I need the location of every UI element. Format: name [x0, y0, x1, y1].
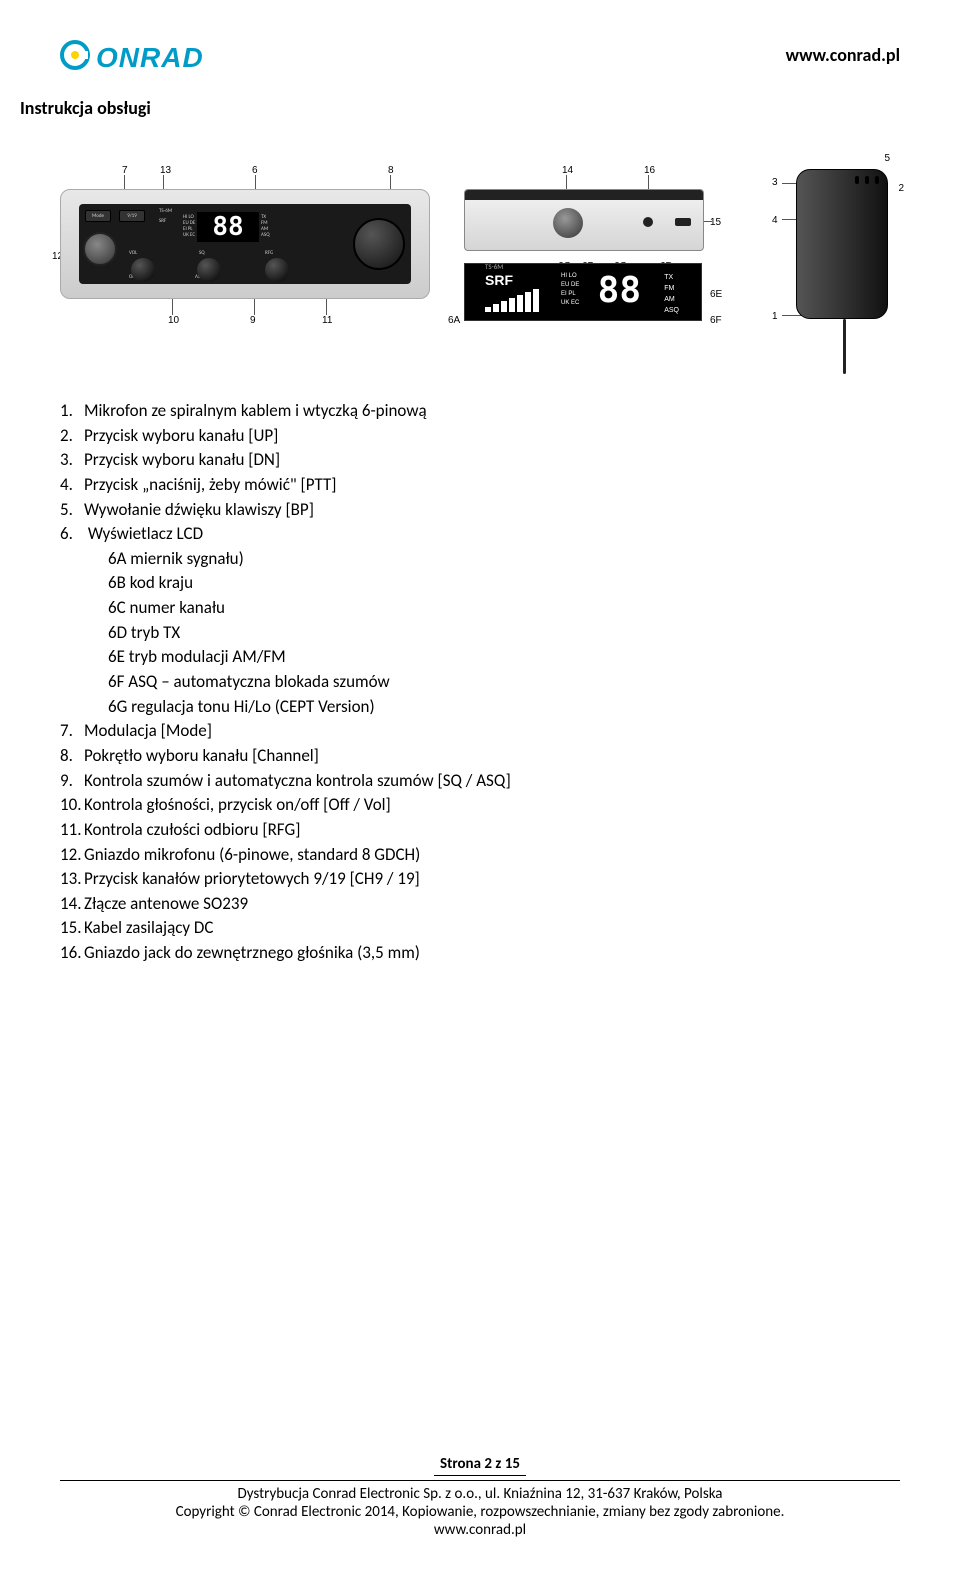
- sub-item: 6A miernik sygnału): [108, 547, 900, 572]
- list-item: Przycisk wyboru kanału [DN]: [84, 448, 900, 473]
- callout-4: 4: [772, 215, 778, 226]
- callout-2: 2: [898, 183, 904, 194]
- jack-35mm: [643, 217, 653, 227]
- channel-knob: [353, 218, 405, 270]
- lcd-channel-number: 88: [598, 270, 641, 311]
- lcd-closeup: TS-6M SRF HI LO EU DE EI PL UK EC 88 TX …: [464, 263, 702, 321]
- lcd-sublist: 6A miernik sygnału) 6B kod kraju 6C nume…: [84, 547, 900, 719]
- page-footer: Strona 2 z 15 Dystrybucja Conrad Electro…: [60, 1455, 900, 1539]
- callout-5: 5: [884, 153, 890, 164]
- conrad-c-icon: [60, 40, 90, 75]
- sub-item: 6G regulacja tonu Hi/Lo (CEPT Version): [108, 695, 900, 720]
- lcd-model-label: TS-6M: [485, 262, 503, 271]
- rear-and-lcd-diagram: 14 16 15 6A 6G 6B 6C 6D 6E 6F TS-6M: [464, 159, 724, 369]
- footer-line-3: www.conrad.pl: [60, 1521, 900, 1539]
- lcd-srf-label: SRF: [485, 272, 513, 288]
- microphone-body: [796, 169, 888, 319]
- list-item-label: Wyświetlacz LCD: [88, 523, 203, 544]
- device-rear-view: [464, 189, 704, 251]
- list-item: Modulacja [Mode]: [84, 719, 900, 744]
- component-list: Mikrofon ze spiralnym kablem i wtyczką 6…: [60, 399, 900, 966]
- list-item: Mikrofon ze spiralnym kablem i wtyczką 6…: [84, 399, 900, 424]
- lcd-mini-88: 88: [197, 212, 259, 242]
- callout-15: 15: [710, 217, 721, 228]
- header-url: www.conrad.pl: [786, 44, 900, 66]
- list-item: Wyświetlacz LCD 6A miernik sygnału) 6B k…: [84, 522, 900, 719]
- callout-6e: 6E: [710, 289, 722, 300]
- device-front-panel: Mode 9/19 TS-6M 88 HI LOEU DEEI PLUK EC …: [60, 189, 430, 299]
- list-item: Kontrola głośności, przycisk on/off [Off…: [84, 793, 900, 818]
- footer-line-2: Copyright © Conrad Electronic 2014, Kopi…: [60, 1503, 900, 1521]
- device-diagram: 7 13 6 8 12 10 9 11 Mode 9/19 TS-6M: [60, 159, 900, 369]
- document-page: ONRAD www.conrad.pl Instrukcja obsługi 7…: [0, 0, 960, 1569]
- list-item: Kontrola szumów i automatyczna kontrola …: [84, 769, 900, 794]
- lcd-signal-bars: [485, 289, 539, 312]
- microphone-cable: [843, 319, 846, 374]
- list-item: Przycisk wyboru kanału [UP]: [84, 424, 900, 449]
- brand-logo: ONRAD: [60, 40, 204, 75]
- list-item: Złącze antenowe SO239: [84, 892, 900, 917]
- list-item: Gniazdo mikrofonu (6-pinowe, standard 8 …: [84, 843, 900, 868]
- footer-line-1: Dystrybucja Conrad Electronic Sp. z o.o.…: [60, 1485, 900, 1503]
- document-title: Instrukcja obsługi: [20, 97, 900, 119]
- front-panel-diagram: 7 13 6 8 12 10 9 11 Mode 9/19 TS-6M: [60, 159, 450, 369]
- ch919-button: 9/19: [119, 210, 145, 222]
- callout-6a: 6A: [448, 315, 460, 326]
- lcd-closeup-wrapper: 6A 6G 6B 6C 6D 6E 6F TS-6M SRF HI LO EU …: [464, 263, 724, 321]
- mic-top-buttons: [855, 176, 879, 184]
- sub-item: 6E tryb modulacji AM/FM: [108, 645, 900, 670]
- sq-knob: [197, 258, 221, 282]
- lcd-mode-tags: TX FM AM ASQ: [664, 272, 679, 316]
- callout-14: 14: [562, 165, 573, 176]
- front-panel-inner: Mode 9/19 TS-6M 88 HI LOEU DEEI PLUK EC …: [79, 204, 411, 284]
- callout-3: 3: [772, 177, 778, 188]
- list-item: Gniazdo jack do zewnętrznego głośnika (3…: [84, 941, 900, 966]
- list-item: Wywołanie dźwięku klawiszy [BP]: [84, 498, 900, 523]
- sub-item: 6F ASQ – automatyczna blokada szumów: [108, 670, 900, 695]
- callout-9: 9: [250, 315, 256, 326]
- rfg-knob: [265, 258, 289, 282]
- callout-13: 13: [160, 165, 171, 176]
- list-item: Przycisk „naciśnij, żeby mówić" [PTT]: [84, 473, 900, 498]
- sub-item: 6D tryb TX: [108, 621, 900, 646]
- callout-1: 1: [772, 311, 778, 322]
- callout-10: 10: [168, 315, 179, 326]
- microphone-diagram: 5 2 3 4 1: [738, 159, 888, 369]
- mic-connector: [83, 232, 117, 266]
- sub-item: 6B kod kraju: [108, 571, 900, 596]
- so239-connector: [553, 208, 583, 238]
- page-number: Strona 2 z 15: [434, 1455, 526, 1476]
- brand-text: ONRAD: [96, 42, 204, 74]
- list-item: Przycisk kanałów priorytetowych 9/19 [CH…: [84, 867, 900, 892]
- list-item: Kabel zasilający DC: [84, 916, 900, 941]
- dc-cable: [675, 218, 691, 226]
- vol-knob: [131, 258, 155, 282]
- callout-11: 11: [322, 315, 332, 326]
- sub-item: 6C numer kanału: [108, 596, 900, 621]
- list-item: Pokrętło wyboru kanału [Channel]: [84, 744, 900, 769]
- mode-button: Mode: [85, 210, 111, 222]
- list-item: Kontrola czułości odbioru [RFG]: [84, 818, 900, 843]
- page-header: ONRAD www.conrad.pl: [60, 40, 900, 75]
- callout-16: 16: [644, 165, 655, 176]
- callout-6f: 6F: [710, 315, 722, 326]
- lcd-country-tags: HI LO EU DE EI PL UK EC: [561, 272, 579, 308]
